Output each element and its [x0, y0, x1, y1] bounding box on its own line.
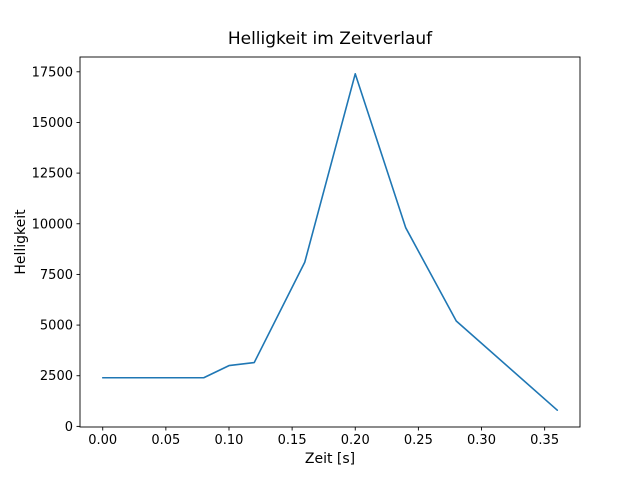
x-tick-label: 0.00 — [88, 433, 117, 448]
axes-frame — [79, 56, 581, 428]
plot-area: 0.00 0.05 0.10 0.15 0.20 0.25 0.30 0.35 0 2500 500… — [32, 56, 581, 448]
y-tick-label: 5000 — [40, 319, 73, 334]
x-tick-label: 0.25 — [404, 433, 433, 448]
y-tick-label: 17500 — [32, 65, 73, 80]
y-tick-label: 2500 — [40, 369, 73, 384]
x-tick-label: 0.15 — [278, 433, 307, 448]
x-tick-label: 0.05 — [151, 433, 180, 448]
y-axis-label: Helligkeit — [13, 209, 29, 275]
chart-title: Helligkeit im Zeitverlauf — [228, 29, 433, 49]
x-tick-label: 0.30 — [467, 433, 496, 448]
x-tick-label: 0.20 — [341, 433, 370, 448]
x-axis-label: Zeit [s] — [305, 451, 355, 467]
x-tick-label: 0.10 — [215, 433, 244, 448]
data-line — [101, 73, 559, 411]
y-tick-label: 12500 — [32, 167, 73, 182]
y-tick-label: 7500 — [40, 268, 73, 283]
y-tick-label: 0 — [65, 420, 73, 435]
x-tick-label: 0.35 — [530, 433, 559, 448]
y-tick-label: 15000 — [32, 116, 73, 131]
y-tick-label: 10000 — [32, 217, 73, 232]
